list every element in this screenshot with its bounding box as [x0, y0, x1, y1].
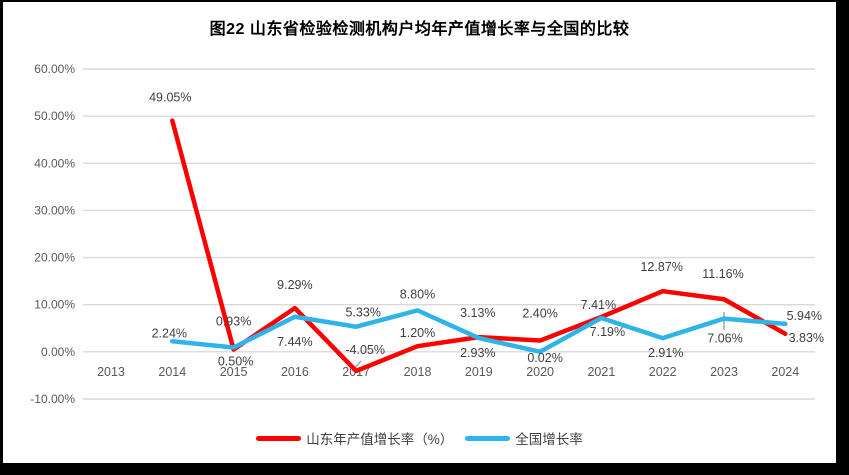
legend-item-national: 全国增长率 [465, 428, 583, 448]
x-axis-tick-label: 2014 [158, 365, 186, 379]
y-axis-tick-label: 40.00% [34, 156, 75, 170]
x-axis-tick-label: 2022 [649, 365, 677, 379]
legend-label-shandong: 山东年产值增长率（%） [306, 432, 454, 447]
x-axis-tick-label: 2021 [587, 365, 615, 379]
x-axis-tick-label: 2024 [771, 365, 799, 379]
data-label-shandong: 7.41% [581, 298, 616, 312]
data-label-national: 2.93% [460, 346, 495, 360]
data-label-shandong: 3.83% [789, 331, 824, 345]
data-label-shandong: 11.16% [702, 267, 743, 281]
y-axis-tick-label: 60.00% [34, 62, 75, 76]
data-label-shandong: 2.40% [522, 307, 557, 321]
data-label-national: 0.93% [216, 314, 251, 328]
series-line-national [170, 308, 788, 355]
data-label-national: 2.91% [648, 346, 683, 360]
x-axis-tick-label: 2016 [281, 365, 309, 379]
data-label-shandong: -4.05% [345, 343, 385, 357]
data-label-national: 0.02% [527, 351, 562, 365]
data-label-national: 7.19% [590, 325, 625, 339]
data-label-shandong: 12.87% [640, 260, 682, 274]
data-label-national: 7.44% [277, 335, 312, 349]
data-label-shandong: 0.50% [218, 355, 253, 369]
x-axis-tick-label: 2019 [465, 365, 493, 379]
y-axis-tick-label: 0.00% [41, 345, 75, 359]
legend-label-national: 全国增长率 [515, 432, 583, 447]
chart-title: 图22 山东省检验检测机构户均年产值增长率与全国的比较 [209, 21, 630, 38]
chart-surface: 图22 山东省检验检测机构户均年产值增长率与全国的比较 60.00% 50.00%… [3, 2, 836, 463]
x-axis-tick-label: 2013 [97, 365, 125, 379]
data-label-national: 7.06% [707, 332, 742, 346]
data-label-national: 2.24% [152, 326, 187, 340]
x-axis-tick-label: 2015 [220, 365, 248, 379]
data-label-shandong: 1.20% [400, 326, 435, 340]
national-line-swatch-icon [465, 435, 511, 441]
y-axis-tick-label: 50.00% [34, 109, 75, 123]
data-label-national: 8.80% [400, 287, 435, 301]
y-axis-tick-label: 10.00% [34, 298, 75, 312]
x-axis-tick-label: 2020 [526, 365, 554, 379]
y-axis-tick-label: 30.00% [34, 203, 75, 217]
legend: 山东年产值增长率（%） 全国增长率 [3, 428, 836, 448]
x-axis-tick-label: 2023 [710, 365, 738, 379]
x-axis-tick-label: 2018 [404, 365, 432, 379]
y-axis-tick-label: 20.00% [34, 251, 75, 265]
data-label-national: 5.33% [345, 306, 380, 320]
data-label-shandong: 49.05% [149, 91, 191, 105]
data-label-shandong: 3.13% [460, 306, 495, 320]
data-label-shandong: 9.29% [277, 278, 312, 292]
y-axis-tick-label: -10.00% [30, 392, 75, 406]
shandong-line-swatch-icon [256, 435, 302, 441]
data-label-national: 5.94% [787, 309, 822, 323]
legend-item-shandong: 山东年产值增长率（%） [256, 428, 453, 448]
